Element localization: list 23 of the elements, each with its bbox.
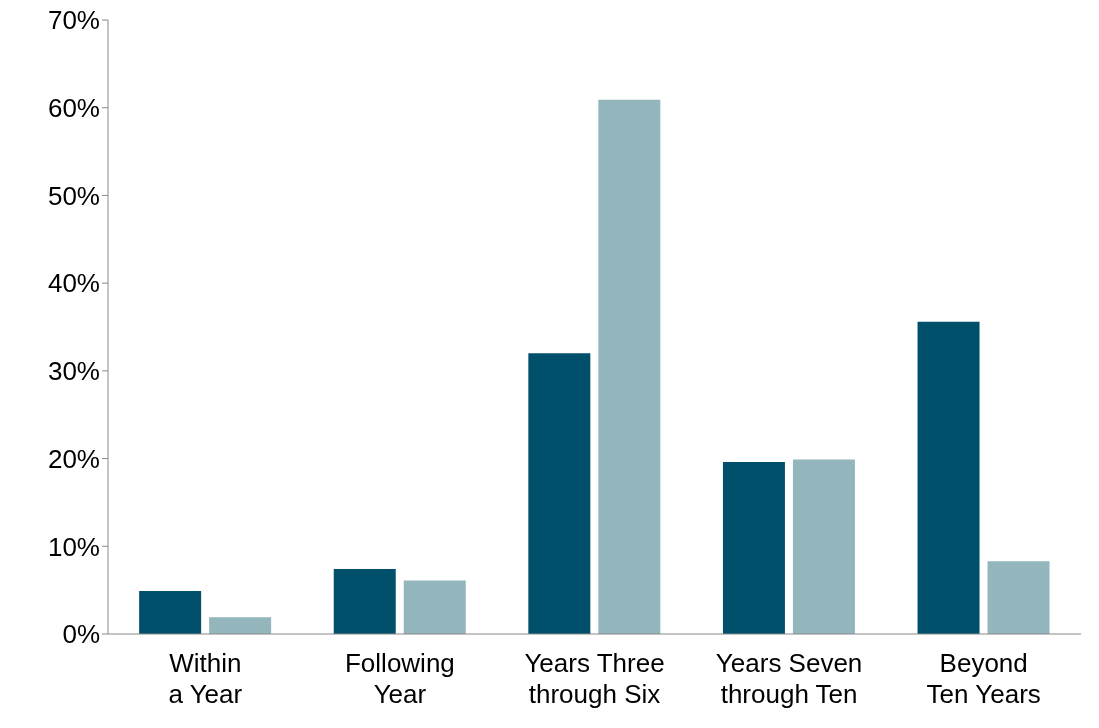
y-tick-label: 10% xyxy=(47,531,100,562)
y-tick-label: 20% xyxy=(47,443,100,474)
x-tick-label: Within a Year xyxy=(168,648,243,709)
bar xyxy=(792,459,855,634)
bar xyxy=(403,580,466,634)
bar xyxy=(917,321,980,634)
x-tick-label: Beyond Ten Years xyxy=(926,648,1041,709)
bar xyxy=(528,353,591,634)
bar xyxy=(333,569,396,634)
bar xyxy=(722,462,785,634)
x-tick-label: Years Three through Six xyxy=(524,648,665,709)
y-tick-label: 30% xyxy=(47,356,100,387)
x-tick-label: Years Seven through Ten xyxy=(715,648,863,709)
bar xyxy=(987,561,1050,634)
bar xyxy=(598,99,661,634)
bar xyxy=(139,591,202,634)
y-tick-label: 60% xyxy=(47,92,100,123)
bar xyxy=(209,617,272,634)
y-tick-label: 70% xyxy=(47,5,100,36)
y-tick-label: 50% xyxy=(47,180,100,211)
y-tick-label: 40% xyxy=(47,268,100,299)
x-tick-label: Following Year xyxy=(344,648,455,709)
y-tick-label: 0% xyxy=(62,619,100,650)
